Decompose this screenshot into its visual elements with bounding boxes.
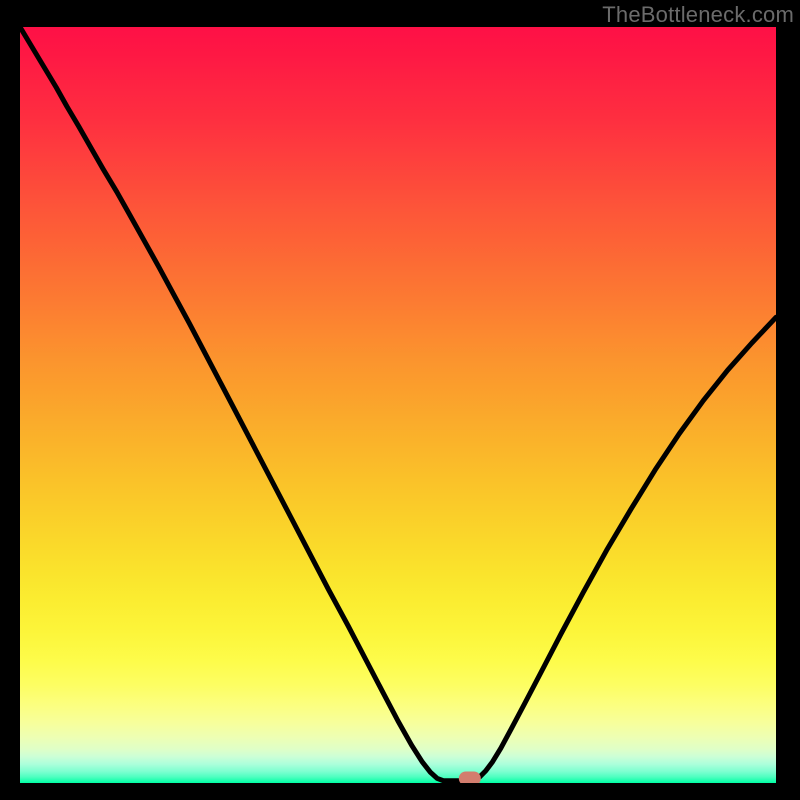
chart-container: TheBottleneck.com — [0, 0, 800, 800]
border-left — [0, 0, 20, 800]
border-bottom — [0, 783, 800, 800]
bottleneck-chart — [0, 0, 800, 800]
watermark-label: TheBottleneck.com — [602, 2, 794, 28]
gradient-background — [20, 27, 776, 783]
border-right — [776, 0, 800, 800]
